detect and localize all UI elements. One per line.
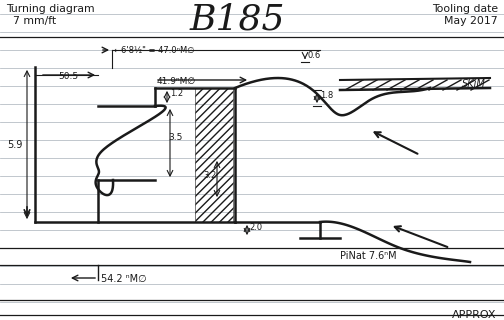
Text: 3.5: 3.5 bbox=[168, 133, 182, 142]
Text: APPROX: APPROX bbox=[452, 310, 496, 320]
Text: SKiM: SKiM bbox=[462, 79, 486, 89]
Text: May 2017: May 2017 bbox=[445, 16, 498, 26]
Text: Turning diagram: Turning diagram bbox=[6, 4, 95, 14]
Text: ←6'8½" = 47.0ⁿM∅: ←6'8½" = 47.0ⁿM∅ bbox=[114, 46, 195, 55]
Text: 1.8: 1.8 bbox=[320, 92, 333, 100]
Text: PiNat 7.6ⁿM: PiNat 7.6ⁿM bbox=[340, 251, 397, 261]
Text: 2.0: 2.0 bbox=[249, 223, 262, 233]
Text: 41.9ⁿM∅: 41.9ⁿM∅ bbox=[157, 77, 196, 86]
Text: Tooling date: Tooling date bbox=[432, 4, 498, 14]
Text: 54.2 ⁿM∅: 54.2 ⁿM∅ bbox=[101, 274, 147, 284]
Text: 7 mm/ft: 7 mm/ft bbox=[6, 16, 56, 26]
Text: 50.5: 50.5 bbox=[58, 72, 78, 81]
Text: 1.2: 1.2 bbox=[170, 90, 183, 99]
Text: 5.9: 5.9 bbox=[7, 140, 22, 149]
Text: B185: B185 bbox=[189, 3, 285, 37]
Text: 0.6: 0.6 bbox=[308, 51, 321, 60]
Text: 3.2: 3.2 bbox=[203, 172, 216, 180]
